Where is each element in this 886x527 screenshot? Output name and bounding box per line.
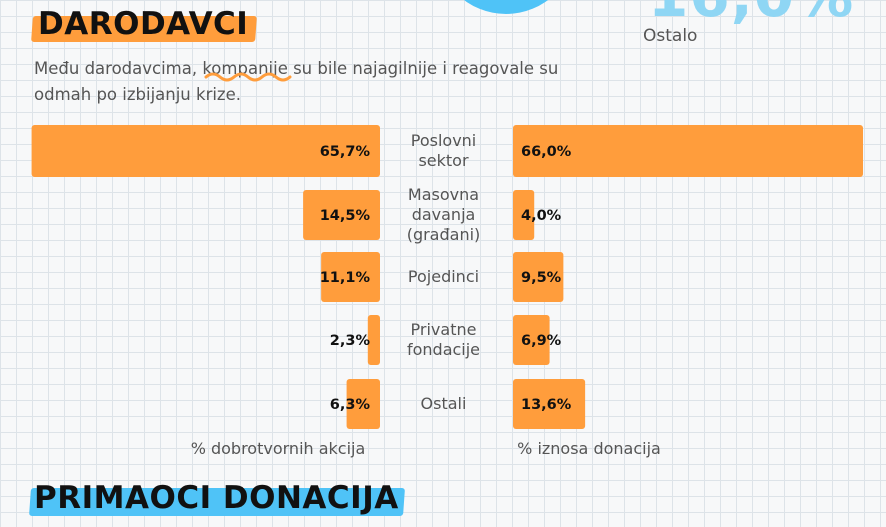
category-label-3-1: fondacije	[407, 340, 480, 359]
category-label-0-1: sektor	[418, 151, 469, 170]
left-bar-4	[346, 379, 380, 429]
category-label-3-0: Privatne	[411, 320, 477, 339]
next-section-title: PRIMAOCI DONACIJA	[34, 480, 399, 516]
left-bar-3	[367, 315, 380, 365]
left-bar-1	[303, 190, 380, 240]
section-subtitle: Među darodavcima, kompanije su bile naja…	[34, 59, 559, 104]
section-title: DARODAVCI	[38, 6, 249, 42]
right-bar-4	[513, 379, 586, 429]
right-bar-0	[513, 125, 863, 177]
right-bar-2	[513, 252, 564, 302]
left-bar-label-0: 65,7%	[320, 144, 371, 160]
category-label-2-0: Pojedinci	[408, 267, 479, 286]
category-label-1-2: (građani)	[407, 225, 481, 244]
previous-stat-label: Ostalo	[643, 26, 698, 46]
left-bar-label-2: 11,1%	[320, 270, 371, 286]
right-bar-label-2: 9,5%	[521, 270, 562, 286]
category-label-1-1: davanja	[412, 205, 476, 224]
category-label-0-0: Poslovni	[411, 131, 477, 150]
left-bar-label-4: 6,3%	[330, 397, 371, 413]
left-bar-0	[31, 125, 380, 177]
previous-stat-value: 16,0%	[648, 0, 854, 30]
right-bar-label-4: 13,6%	[521, 397, 572, 413]
left-bar-label-3: 2,3%	[330, 333, 371, 349]
left-bar-label-1: 14,5%	[320, 208, 371, 224]
right-bar-label-0: 66,0%	[521, 144, 572, 160]
squiggle-underline-icon	[204, 72, 292, 82]
left-series-caption: % dobrotvornih akcija	[191, 439, 366, 458]
right-bar-label-3: 6,9%	[521, 333, 562, 349]
left-bar-2	[321, 252, 380, 302]
category-label-4-0: Ostali	[421, 394, 467, 413]
right-series-caption: % iznosa donacija	[517, 439, 661, 458]
category-label-1-0: Masovna	[408, 185, 479, 204]
right-bar-1	[513, 190, 535, 240]
right-bar-label-1: 4,0%	[521, 208, 562, 224]
right-bar-3	[513, 315, 550, 365]
